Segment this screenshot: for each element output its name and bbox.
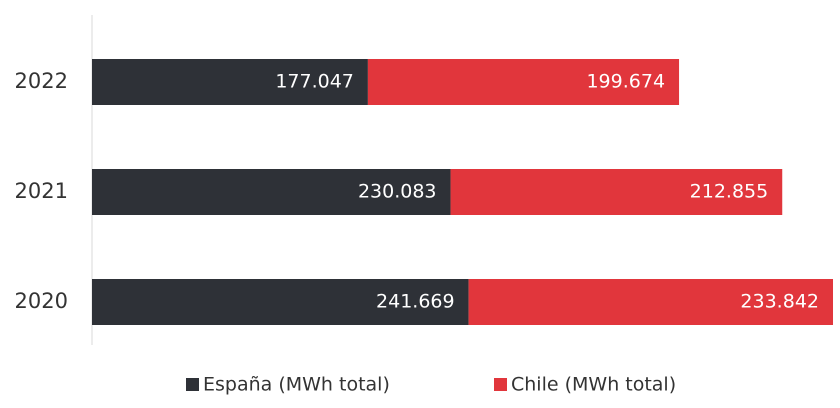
bar-segment xyxy=(92,279,469,325)
data-label: 212.855 xyxy=(690,181,769,203)
legend-label: Chile (MWh total) xyxy=(511,374,676,396)
legend-swatch xyxy=(494,378,507,391)
data-label: 233.842 xyxy=(740,291,819,313)
legend-label: España (MWh total) xyxy=(203,374,390,396)
y-tick-label: 2022 xyxy=(15,69,68,93)
data-label: 241.669 xyxy=(376,291,455,313)
legend-swatch xyxy=(186,378,199,391)
bar-segment xyxy=(468,279,834,325)
data-label: 199.674 xyxy=(586,71,665,93)
data-label: 177.047 xyxy=(275,71,354,93)
data-label: 230.083 xyxy=(358,181,437,203)
bar-segment xyxy=(92,59,368,105)
bar-segment xyxy=(367,59,680,105)
bar-segment xyxy=(450,169,783,215)
y-tick-label: 2020 xyxy=(15,289,68,313)
bar-segment xyxy=(92,169,451,215)
y-tick-label: 2021 xyxy=(15,179,68,203)
